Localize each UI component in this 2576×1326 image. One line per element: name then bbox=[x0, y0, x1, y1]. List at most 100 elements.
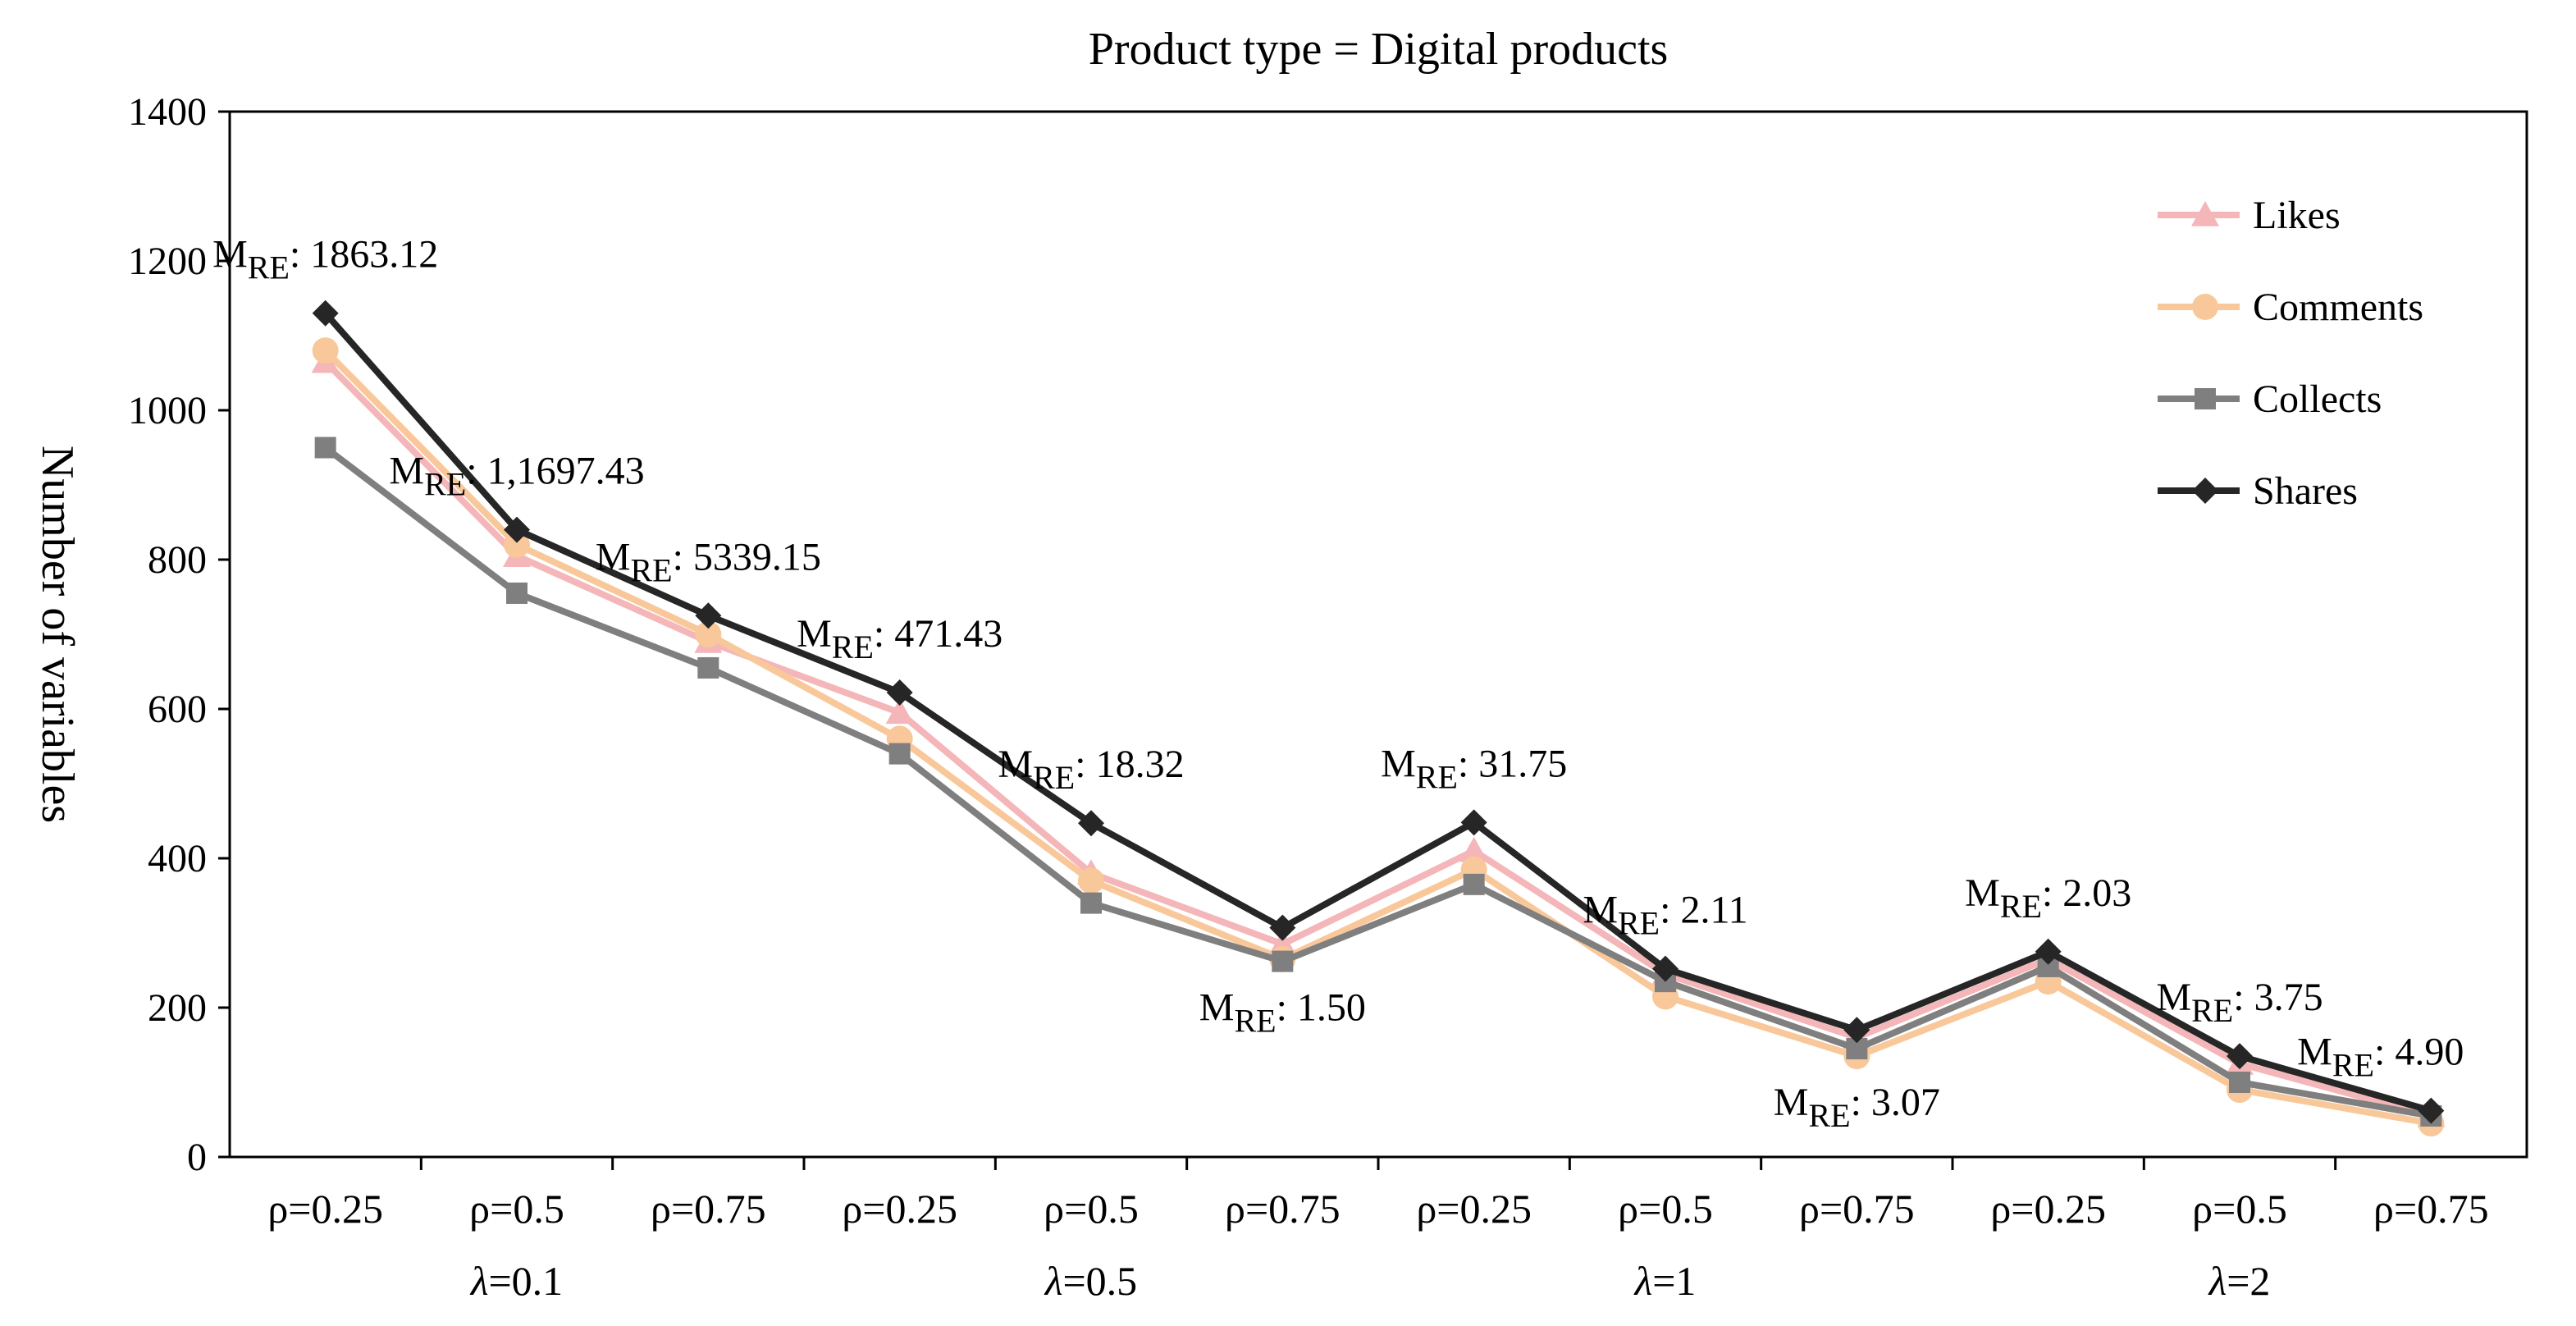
x-tick-label: ρ=0.75 bbox=[1225, 1186, 1341, 1232]
mre-annotation: MRE: 3.07 bbox=[1774, 1081, 1940, 1134]
data-point-comments bbox=[1078, 867, 1104, 894]
mre-annotation-main: M bbox=[2297, 1031, 2332, 1074]
mre-annotation-sub: RE bbox=[2000, 888, 2042, 925]
legend: Likes Comments Collects Shares bbox=[2158, 194, 2423, 513]
x-group-label-prefix: λ bbox=[1633, 1258, 1653, 1304]
mre-annotation: MRE: 4.90 bbox=[2297, 1031, 2464, 1084]
data-point-collects bbox=[314, 437, 336, 459]
y-ticks-group: 0 200 400 600 800 1000 1200 1400 bbox=[128, 90, 230, 1179]
y-tick-label: 600 bbox=[148, 688, 207, 731]
chart-title: Product type = Digital products bbox=[1089, 24, 1669, 75]
mre-annotation: MRE: 18.32 bbox=[998, 743, 1184, 796]
x-group-label-prefix: λ bbox=[2208, 1258, 2227, 1304]
legend-item-collects: Collects bbox=[2158, 377, 2382, 421]
mre-annotation-main: M bbox=[212, 233, 248, 277]
x-group-label-value: =1 bbox=[1652, 1258, 1696, 1304]
y-tick-label: 400 bbox=[148, 837, 207, 880]
data-point-shares bbox=[1269, 914, 1296, 941]
data-point-collects bbox=[697, 656, 719, 679]
x-tick-label: ρ=0.75 bbox=[1799, 1186, 1915, 1232]
data-point-collects bbox=[2229, 1072, 2250, 1093]
x-tick-label: ρ=0.25 bbox=[267, 1186, 383, 1232]
x-tick-label: ρ=0.25 bbox=[1990, 1186, 2106, 1232]
mre-annotation-sub: RE bbox=[2191, 992, 2233, 1029]
x-group-label-prefix: λ bbox=[469, 1258, 489, 1304]
legend-item-likes: Likes bbox=[2158, 194, 2341, 237]
data-point-collects bbox=[1272, 950, 1294, 972]
mre-annotation-value: : 5339.15 bbox=[673, 535, 821, 578]
x-group-label: λ=1 bbox=[1633, 1258, 1697, 1304]
legend-marker bbox=[2192, 294, 2218, 320]
data-point-shares bbox=[2227, 1043, 2253, 1070]
y-tick-label: 200 bbox=[148, 986, 207, 1030]
mre-annotation-value: : 471.43 bbox=[874, 612, 1003, 656]
mre-annotation-main: M bbox=[1965, 871, 2000, 915]
x-group-label: λ=0.5 bbox=[1044, 1258, 1137, 1304]
mre-annotation: MRE: 3.75 bbox=[2156, 976, 2323, 1029]
data-point-shares bbox=[1652, 955, 1679, 982]
mre-annotation-main: M bbox=[797, 612, 832, 656]
mre-annotation-sub: RE bbox=[424, 466, 466, 503]
legend-label: Shares bbox=[2253, 469, 2358, 513]
series-line-comments bbox=[322, 348, 2432, 1127]
legend-item-comments: Comments bbox=[2158, 286, 2423, 329]
data-point-shares bbox=[886, 679, 913, 706]
mre-annotation-main: M bbox=[1199, 986, 1235, 1030]
mre-annotation-sub: RE bbox=[832, 629, 874, 665]
data-point-collects bbox=[1080, 892, 1102, 914]
data-point-likes bbox=[1459, 836, 1488, 862]
mre-annotation: MRE: 1,1697.43 bbox=[389, 450, 644, 503]
x-group-label-value: =0.1 bbox=[488, 1258, 563, 1304]
mre-annotation: MRE: 5339.15 bbox=[596, 535, 821, 588]
mre-annotation-main: M bbox=[1381, 742, 1416, 785]
mre-annotation-value: : 2.11 bbox=[1660, 889, 1748, 932]
y-tick-label: 0 bbox=[187, 1136, 207, 1179]
data-point-shares bbox=[2035, 938, 2062, 965]
mre-annotation-value: : 1,1697.43 bbox=[466, 450, 644, 493]
x-tick-label: ρ=0.25 bbox=[1416, 1186, 1532, 1232]
y-tick-label: 1400 bbox=[128, 90, 207, 134]
mre-annotation-sub: RE bbox=[2332, 1047, 2374, 1084]
data-point-collects bbox=[1463, 873, 1485, 895]
data-point-shares bbox=[504, 516, 530, 543]
mre-annotation-value: : 3.75 bbox=[2233, 976, 2323, 1019]
legend-marker bbox=[2191, 201, 2219, 226]
y-tick-label: 1000 bbox=[128, 389, 207, 432]
mre-annotation: MRE: 1863.12 bbox=[212, 233, 438, 286]
mre-annotation-value: : 4.90 bbox=[2374, 1031, 2464, 1074]
legend-item-shares: Shares bbox=[2158, 469, 2358, 513]
mre-annotation-value: : 31.75 bbox=[1458, 742, 1567, 785]
legend-label: Collects bbox=[2253, 377, 2382, 421]
mre-annotation-sub: RE bbox=[1808, 1097, 1850, 1134]
x-group-label-value: =0.5 bbox=[1062, 1258, 1137, 1304]
data-point-shares bbox=[1460, 809, 1487, 836]
data-point-shares bbox=[695, 602, 722, 629]
mre-annotation-main: M bbox=[998, 743, 1033, 786]
series-collects bbox=[314, 437, 2442, 1127]
y-axis-label: Number of variables bbox=[32, 446, 83, 823]
series-line-likes bbox=[322, 359, 2432, 1119]
data-point-likes bbox=[885, 698, 914, 725]
x-tick-label: ρ=0.5 bbox=[1618, 1186, 1713, 1232]
mre-annotation-main: M bbox=[2156, 976, 2191, 1019]
mre-annotation-sub: RE bbox=[1618, 905, 1660, 942]
x-tick-label: ρ=0.5 bbox=[469, 1186, 564, 1232]
mre-annotation-main: M bbox=[596, 535, 631, 578]
legend-label: Likes bbox=[2253, 194, 2341, 237]
series-shares bbox=[312, 299, 2445, 1124]
x-group-label-prefix: λ bbox=[1044, 1258, 1063, 1304]
mre-annotation-main: M bbox=[389, 450, 424, 493]
mre-annotation-sub: RE bbox=[1234, 1003, 1276, 1040]
data-point-shares bbox=[312, 299, 339, 327]
chart-title-group: Product type = Digital products bbox=[1089, 24, 1669, 75]
mre-annotation-value: : 1.50 bbox=[1277, 986, 1366, 1030]
mre-annotation-value: : 1863.12 bbox=[290, 233, 438, 277]
x-ticks-group: ρ=0.25 ρ=0.5 ρ=0.75 ρ=0.25 ρ=0.5 ρ=0.75 ρ=0.25… bbox=[267, 1157, 2489, 1304]
mre-annotation-value: : 3.07 bbox=[1851, 1081, 1940, 1124]
x-tick-label: ρ=0.5 bbox=[2192, 1186, 2287, 1232]
y-tick-label: 800 bbox=[148, 538, 207, 582]
data-point-comments bbox=[504, 531, 530, 558]
mre-annotation: MRE: 31.75 bbox=[1381, 742, 1567, 795]
